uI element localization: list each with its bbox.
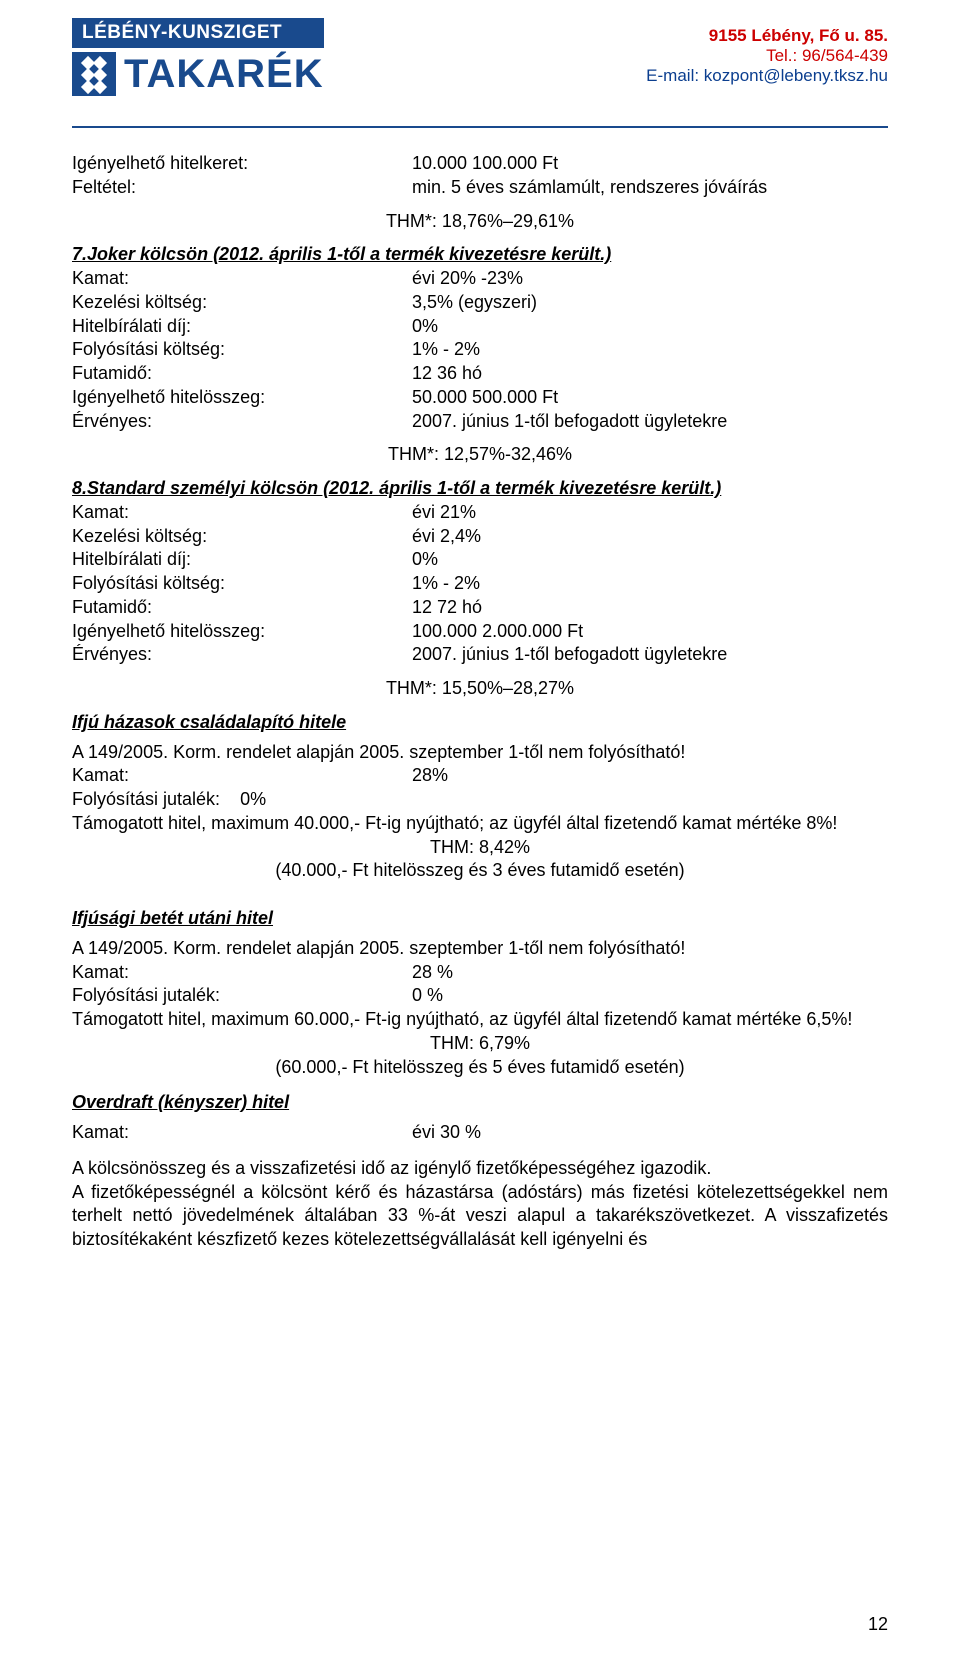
thm-line: THM*: 15,50%–28,27% — [72, 677, 888, 701]
note-line: A 149/2005. Korm. rendelet alapján 2005.… — [72, 937, 888, 961]
row-value: évi 30 % — [412, 1121, 481, 1145]
table-row: Kezelési költség:évi 2,4% — [72, 525, 888, 549]
thm-line: THM: 6,79% — [72, 1032, 888, 1056]
logo-top-text: LÉBÉNY-KUNSZIGET — [72, 18, 324, 48]
row-label: Kamat: — [72, 267, 412, 291]
row-label: Érvényes: — [72, 410, 412, 434]
row-value: évi 2,4% — [412, 525, 888, 549]
row-label: Folyósítási költség: — [72, 338, 412, 362]
row-value: min. 5 éves számlamúlt, rendszeres jóváí… — [412, 176, 888, 200]
pattern-icon — [72, 52, 116, 96]
contact-tel: Tel.: 96/564-439 — [646, 46, 888, 66]
row-value: 10.000 100.000 Ft — [412, 152, 888, 176]
row-value: 28% — [412, 764, 448, 788]
kamat-row: Kamat: 28 % — [72, 961, 888, 985]
row-label: Folyósítási költség: — [72, 572, 412, 596]
jutalek-row: Folyósítási jutalék: 0 % — [72, 984, 888, 1008]
contact-address: 9155 Lébény, Fő u. 85. — [646, 26, 888, 46]
row-label: Kezelési költség: — [72, 525, 412, 549]
kamat-row: Kamat: évi 30 % — [72, 1121, 888, 1145]
row-label: Igényelhető hitelösszeg: — [72, 620, 412, 644]
row-value: 100.000 2.000.000 Ft — [412, 620, 888, 644]
body-line: Támogatott hitel, maximum 40.000,- Ft-ig… — [72, 812, 888, 836]
row-value: 0% — [412, 315, 888, 339]
table-row: Folyósítási költség:1% - 2% — [72, 572, 888, 596]
row-label: Kamat: — [72, 764, 412, 788]
page-header: LÉBÉNY-KUNSZIGET TAKARÉK 9155 Lébény, Fő… — [72, 18, 888, 128]
intro-row: Igényelhető hitelkeret: 10.000 100.000 F… — [72, 152, 888, 176]
table-row: Igényelhető hitelösszeg:50.000 500.000 F… — [72, 386, 888, 410]
row-value: 1% - 2% — [412, 572, 888, 596]
document-page: LÉBÉNY-KUNSZIGET TAKARÉK 9155 Lébény, Fő… — [0, 0, 960, 1657]
table-row: Folyósítási költség:1% - 2% — [72, 338, 888, 362]
note-line: A 149/2005. Korm. rendelet alapján 2005.… — [72, 741, 888, 765]
row-label: Kamat: — [72, 501, 412, 525]
table-row: Kamat:évi 21% — [72, 501, 888, 525]
row-value: 12 36 hó — [412, 362, 888, 386]
row-label: Igényelhető hitelkeret: — [72, 152, 412, 176]
row-value: 2007. június 1-től befogadott ügyletekre — [412, 410, 888, 434]
table-row: Kamat:évi 20% -23% — [72, 267, 888, 291]
row-value: évi 20% -23% — [412, 267, 888, 291]
thm-line: THM: 8,42% — [72, 836, 888, 860]
row-value: 3,5% (egyszeri) — [412, 291, 888, 315]
page-number: 12 — [868, 1614, 888, 1635]
row-value: évi 21% — [412, 501, 888, 525]
table-row: Futamidő:12 36 hó — [72, 362, 888, 386]
sub-note: (60.000,- Ft hitelösszeg és 5 éves futam… — [72, 1056, 888, 1080]
row-label: Hitelbírálati díj: — [72, 548, 412, 572]
jutalek-line: Folyósítási jutalék: 0% — [72, 788, 888, 812]
section-8-title: 8.Standard személyi kölcsön (2012. ápril… — [72, 477, 888, 501]
intro-row: Feltétel: min. 5 éves számlamúlt, rendsz… — [72, 176, 888, 200]
row-label: Feltétel: — [72, 176, 412, 200]
brand-logo: LÉBÉNY-KUNSZIGET TAKARÉK — [72, 18, 324, 96]
kamat-row: Kamat: 28% — [72, 764, 888, 788]
contact-email: E-mail: kozpont@lebeny.tksz.hu — [646, 66, 888, 86]
body-paragraph: A kölcsönösszeg és a visszafizetési idő … — [72, 1157, 888, 1252]
table-row: Érvényes:2007. június 1-től befogadott ü… — [72, 643, 888, 667]
logo-main-text: TAKARÉK — [124, 54, 324, 94]
row-value: 50.000 500.000 Ft — [412, 386, 888, 410]
contact-block: 9155 Lébény, Fő u. 85. Tel.: 96/564-439 … — [646, 26, 888, 86]
row-value: 0 % — [412, 984, 443, 1008]
thm-line: THM*: 18,76%–29,61% — [72, 210, 888, 234]
logo-bottom-row: TAKARÉK — [72, 48, 324, 96]
row-label: Folyósítási jutalék: — [72, 984, 412, 1008]
table-row: Hitelbírálati díj:0% — [72, 548, 888, 572]
section-7-title: 7.Joker kölcsön (2012. április 1-től a t… — [72, 243, 888, 267]
body-line: Támogatott hitel, maximum 60.000,- Ft-ig… — [72, 1008, 888, 1032]
document-body: Igényelhető hitelkeret: 10.000 100.000 F… — [72, 152, 888, 1252]
row-value: 1% - 2% — [412, 338, 888, 362]
row-value: 28 % — [412, 961, 453, 985]
row-label: Kamat: — [72, 1121, 412, 1145]
table-row: Futamidő:12 72 hó — [72, 596, 888, 620]
row-value: 2007. június 1-től befogadott ügyletekre — [412, 643, 888, 667]
table-row: Hitelbírálati díj:0% — [72, 315, 888, 339]
table-row: Érvényes:2007. június 1-től befogadott ü… — [72, 410, 888, 434]
section-ifju-title: Ifjú házasok családalapító hitele — [72, 711, 888, 735]
section-overdraft-title: Overdraft (kényszer) hitel — [72, 1091, 888, 1115]
row-value: 12 72 hó — [412, 596, 888, 620]
row-label: Érvényes: — [72, 643, 412, 667]
table-row: Igényelhető hitelösszeg:100.000 2.000.00… — [72, 620, 888, 644]
section-ibetet-title: Ifjúsági betét utáni hitel — [72, 907, 888, 931]
row-label: Igényelhető hitelösszeg: — [72, 386, 412, 410]
row-label: Kezelési költség: — [72, 291, 412, 315]
thm-line: THM*: 12,57%-32,46% — [72, 443, 888, 467]
row-label: Kamat: — [72, 961, 412, 985]
sub-note: (40.000,- Ft hitelösszeg és 3 éves futam… — [72, 859, 888, 883]
row-value: 0% — [412, 548, 888, 572]
row-label: Hitelbírálati díj: — [72, 315, 412, 339]
row-label: Futamidő: — [72, 362, 412, 386]
row-label: Futamidő: — [72, 596, 412, 620]
table-row: Kezelési költség:3,5% (egyszeri) — [72, 291, 888, 315]
